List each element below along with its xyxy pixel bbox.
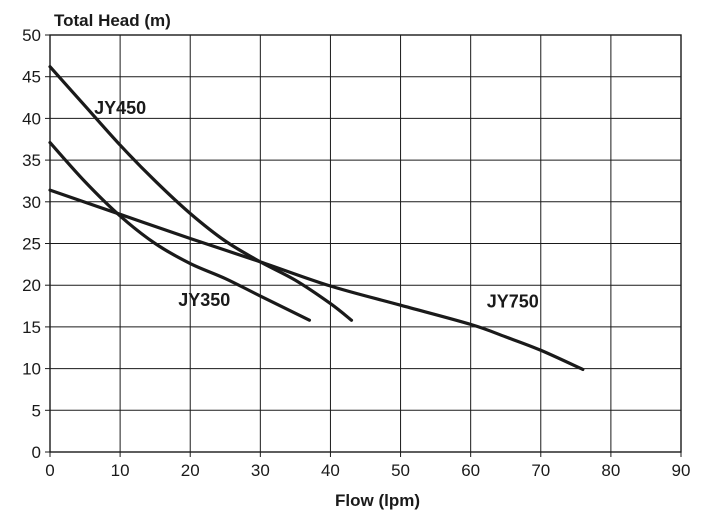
y-axis-ticks: 0 5 10 15 20 25 30 35 40 45 50 (22, 26, 50, 462)
y-tick-label: 30 (22, 193, 41, 212)
x-tick-label: 60 (461, 461, 480, 480)
x-tick-label: 50 (391, 461, 410, 480)
x-tick-label: 30 (251, 461, 270, 480)
series-lines (48, 65, 585, 372)
x-tick-label: 80 (601, 461, 620, 480)
x-tick-label: 70 (531, 461, 550, 480)
x-axis-title: Flow (lpm) (335, 491, 420, 510)
x-tick-label: 0 (45, 461, 54, 480)
series-label-jy350: JY350 (178, 290, 230, 310)
series-labels: JY450 JY350 JY750 (94, 98, 539, 311)
y-axis-title: Total Head (m) (54, 11, 171, 30)
series-line-jy750 (48, 188, 585, 372)
y-tick-label: 45 (22, 68, 41, 87)
series-label-jy450: JY450 (94, 98, 146, 118)
y-tick-label: 40 (22, 109, 41, 128)
y-tick-label: 20 (22, 276, 41, 295)
x-tick-label: 20 (181, 461, 200, 480)
series-line-jy450 (48, 65, 354, 322)
series-label-jy750: JY750 (487, 292, 539, 312)
x-tick-label: 40 (321, 461, 340, 480)
x-tick-label: 10 (111, 461, 130, 480)
y-tick-label: 10 (22, 360, 41, 379)
y-tick-label: 50 (22, 26, 41, 45)
y-tick-label: 25 (22, 235, 41, 254)
x-tick-label: 90 (672, 461, 691, 480)
series-line-jy350 (48, 140, 312, 322)
y-tick-label: 15 (22, 318, 41, 337)
y-tick-label: 35 (22, 151, 41, 170)
y-tick-label: 0 (32, 443, 41, 462)
x-axis-ticks: 0 10 20 30 40 50 60 70 80 90 (45, 452, 690, 480)
y-tick-label: 5 (32, 401, 41, 420)
